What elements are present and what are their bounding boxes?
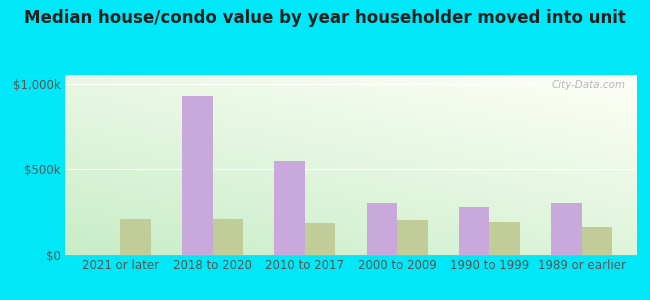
Bar [551,203,582,255]
Bar [182,96,213,255]
Bar [367,203,397,255]
Bar [305,223,335,255]
Bar [274,161,305,255]
Bar [459,207,489,255]
Bar [213,219,243,255]
Bar [489,222,520,255]
Text: Median house/condo value by year householder moved into unit: Median house/condo value by year househo… [24,9,626,27]
Bar [582,227,612,255]
Bar [397,220,428,255]
Text: City-Data.com: City-Data.com [551,80,625,90]
Bar [120,219,151,255]
